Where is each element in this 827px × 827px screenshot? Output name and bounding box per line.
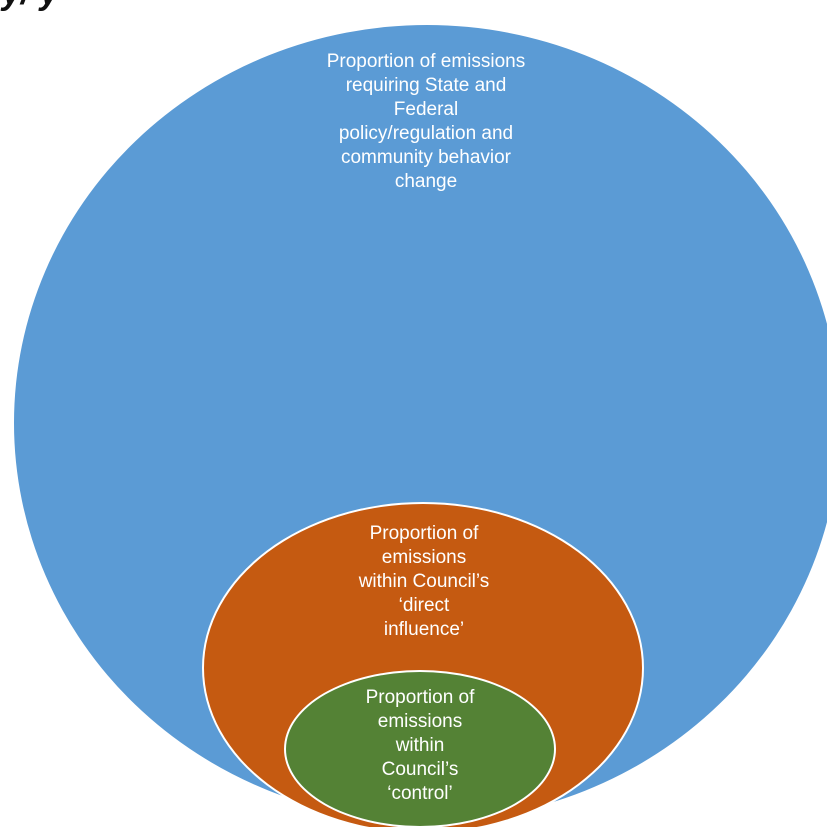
inner-circle-label: Proportion of emissions within Council’s…	[365, 687, 475, 804]
cropped-heading-fragment: y/ y	[2, 0, 59, 13]
middle-circle-label: Proportion of emissions within Council’s…	[358, 523, 490, 640]
inner-circle-council-control	[284, 670, 556, 827]
outer-circle-label: Proportion of emissions requiring State …	[326, 51, 526, 192]
